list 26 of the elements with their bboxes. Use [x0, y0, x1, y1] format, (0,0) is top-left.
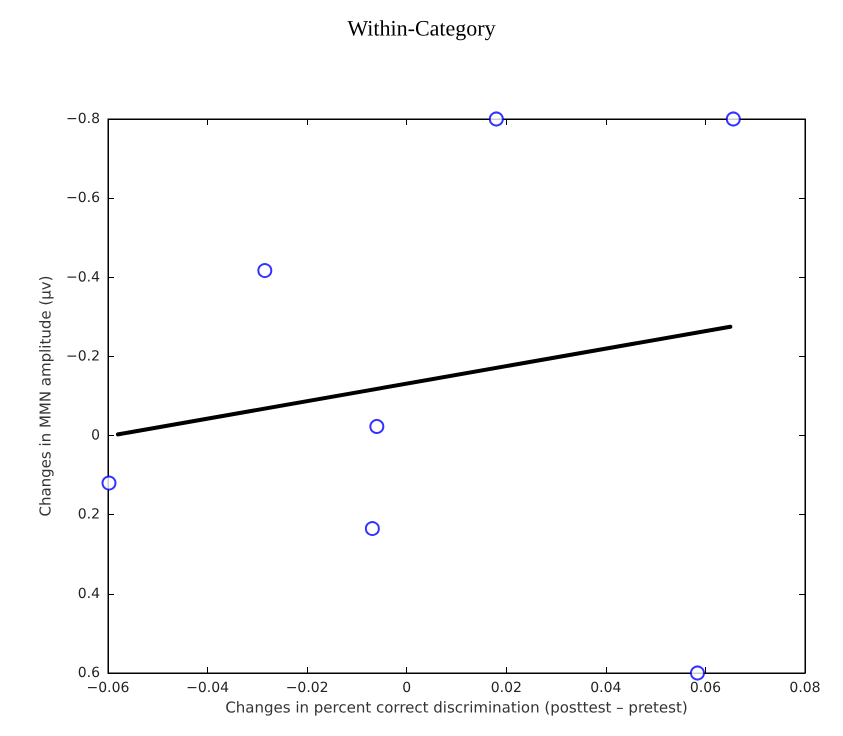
x-tick-label: −0.02: [286, 680, 329, 696]
point: [364, 521, 380, 536]
y-tick-label: 0.2: [78, 506, 100, 523]
y-tick-label: 0.4: [78, 586, 100, 602]
x-tick-label: 0.08: [789, 680, 821, 696]
x-axis-title: Changes in percent correct discrimination (posttest – pretest): [225, 698, 688, 716]
point: [726, 112, 741, 126]
x-tick-label: −0.06: [86, 680, 130, 696]
x-tick-label: 0: [402, 680, 412, 696]
y-tick-label: 0.6: [78, 665, 100, 681]
y-tick-label: −0.6: [66, 190, 100, 206]
point: [488, 112, 504, 126]
y-tick-label: −0.2: [66, 348, 100, 364]
y-tick-label: 0: [91, 428, 100, 444]
chart-title: Within-Category: [347, 16, 496, 40]
y-tick-label: −0.4: [66, 269, 100, 286]
point: [369, 418, 384, 434]
x-tick-label: 0.06: [690, 680, 722, 696]
x-tick-label: 0.04: [590, 680, 622, 696]
x-tick-label: −0.04: [186, 680, 230, 696]
point: [102, 476, 116, 491]
point: [257, 263, 272, 278]
y-axis-title: Changes in MMN amplitude (μv): [36, 275, 54, 517]
y-tick-label: −0.8: [66, 111, 100, 127]
point: [690, 666, 705, 680]
x-tick-label: 0.02: [490, 680, 522, 696]
